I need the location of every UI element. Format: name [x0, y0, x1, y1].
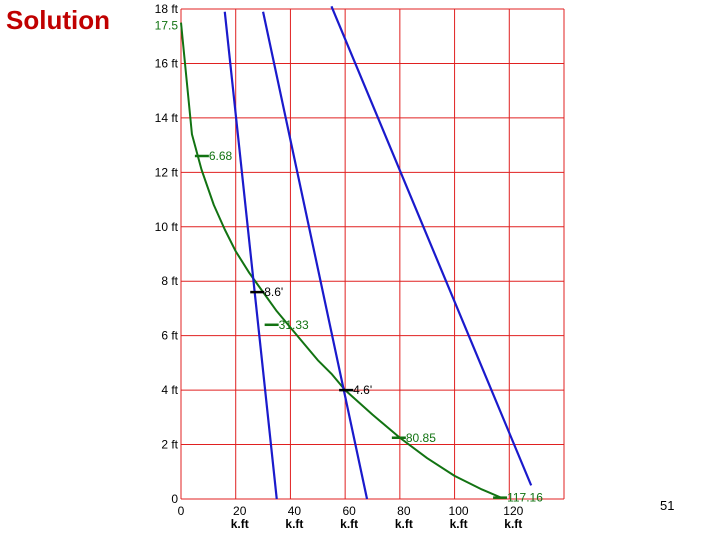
load-line	[261, 11, 369, 500]
y-tick-label: 2 ft	[161, 438, 178, 452]
annotation-label: 4.6'	[353, 383, 372, 397]
y-tick-label: 16 ft	[155, 56, 179, 70]
x-tick-label: 120	[503, 504, 523, 518]
y-tick-label: 14 ft	[155, 111, 179, 125]
x-tick-unit-label: k.ft	[340, 517, 358, 531]
annotation-label: 8.6'	[264, 285, 283, 299]
x-tick-label: 60	[342, 504, 356, 518]
annotations: 6.68 8.6' 31.33 4.6' 80.85 117.16	[194, 149, 543, 505]
page-number: 51	[660, 498, 675, 513]
series-group	[180, 5, 533, 500]
x-tick-unit-label: k.ft	[395, 517, 413, 531]
y-tick-label: 12 ft	[155, 165, 179, 179]
moment-curve	[180, 22, 502, 499]
x-tick-label: 20	[233, 504, 247, 518]
annotation-label: 31.33	[279, 318, 309, 332]
x-tick-unit-label: k.ft	[450, 517, 468, 531]
annotation-label: 117.16	[507, 491, 543, 505]
x-tick-label: 100	[449, 504, 469, 518]
y-tick-label: 4 ft	[161, 383, 178, 397]
annotation-label: 6.68	[209, 149, 233, 163]
y-extra-label: 17.5	[155, 19, 179, 33]
x-tick-unit-label: k.ft	[504, 517, 522, 531]
annotation-label: 80.85	[406, 431, 436, 445]
x-tick-unit-label: k.ft	[285, 517, 303, 531]
y-axis-tick-labels: 18 ft 16 ft 14 ft 12 ft 10 ft 8 ft 6 ft 4 ft 2 f…	[155, 2, 179, 506]
x-tick-label: 40	[288, 504, 302, 518]
load-line	[330, 5, 533, 486]
y-tick-label: 18 ft	[155, 2, 179, 16]
load-line	[223, 11, 278, 500]
y-tick-label: 8 ft	[161, 274, 178, 288]
grid	[180, 8, 565, 500]
y-tick-label: 10 ft	[155, 220, 179, 234]
x-tick-label: 80	[397, 504, 411, 518]
y-tick-label: 6 ft	[161, 329, 178, 343]
x-tick-unit-label: k.ft	[231, 517, 249, 531]
slide-title: Solution	[6, 5, 110, 35]
x-tick-label: 0	[178, 504, 185, 518]
y-tick-label: 0	[171, 492, 178, 506]
